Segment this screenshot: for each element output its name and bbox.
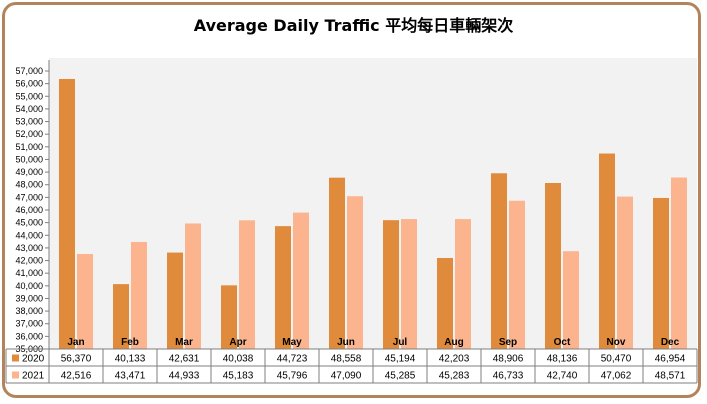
bar-2021-feb: [131, 241, 147, 349]
bar-2021-jun: [347, 196, 363, 349]
bar-2020-dec: [653, 197, 669, 349]
data-label-2020-jan: 56,370: [61, 354, 92, 365]
bar-2021-nov: [617, 196, 633, 349]
x-category-label: May: [282, 337, 302, 348]
data-label-2020-nov: 50,470: [601, 354, 632, 365]
y-tick-label: 47,000: [15, 192, 43, 202]
data-label-2021-nov: 47,062: [601, 371, 632, 382]
data-label-2020-oct: 48,136: [547, 354, 578, 365]
y-tick-label: 56,000: [15, 79, 43, 89]
bar-2021-sep: [509, 200, 525, 349]
bar-2021-dec: [671, 177, 687, 349]
data-label-2021-jul: 45,285: [385, 371, 416, 382]
legend-key-2021: [12, 371, 19, 379]
x-category-label: Aug: [444, 337, 463, 348]
data-label-2021-apr: 45,183: [223, 371, 254, 382]
data-label-2021-dec: 48,571: [655, 371, 686, 382]
bar-2021-mar: [185, 223, 201, 349]
bar-2020-jul: [383, 220, 399, 349]
data-label-2021-jan: 42,516: [61, 371, 92, 382]
data-label-2021-oct: 42,740: [547, 371, 578, 382]
y-tick-label: 39,000: [15, 293, 43, 303]
y-tick-label: 36,000: [15, 331, 43, 341]
legend-label-2020: 2020: [22, 354, 45, 365]
x-category-label: Nov: [607, 337, 626, 348]
bar-2020-feb: [113, 284, 129, 349]
legend-key-2020: [12, 354, 19, 362]
data-label-2020-may: 44,723: [277, 354, 308, 365]
x-category-label: Sep: [499, 337, 517, 348]
plot-area-background: [49, 58, 697, 349]
y-tick-label: 49,000: [15, 167, 43, 177]
bar-2021-apr: [239, 220, 255, 349]
bar-2020-jan: [59, 78, 75, 349]
data-label-2020-jun: 48,558: [331, 354, 362, 365]
y-tick-label: 45,000: [15, 218, 43, 228]
y-tick-label: 52,000: [15, 129, 43, 139]
bar-2021-aug: [455, 219, 471, 349]
x-category-label: Oct: [554, 337, 571, 348]
bar-2020-may: [275, 226, 291, 349]
bar-2021-jul: [401, 219, 417, 349]
bar-2021-jan: [77, 254, 93, 349]
bar-2020-sep: [491, 173, 507, 349]
y-tick-label: 40,000: [15, 281, 43, 291]
y-tick-label: 50,000: [15, 154, 43, 164]
y-tick-label: 37,000: [15, 319, 43, 329]
bar-2020-apr: [221, 285, 237, 349]
y-tick-label: 57,000: [15, 66, 43, 76]
bar-2020-aug: [437, 257, 453, 349]
y-tick-label: 41,000: [15, 268, 43, 278]
data-label-2020-aug: 42,203: [439, 354, 470, 365]
y-tick-label: 38,000: [15, 306, 43, 316]
legend-label-2021: 2021: [22, 371, 45, 382]
data-label-2021-sep: 46,733: [493, 371, 524, 382]
y-tick-label: 51,000: [15, 142, 43, 152]
x-category-label: Jul: [393, 337, 408, 348]
x-category-label: Jun: [337, 337, 355, 348]
y-tick-label: 53,000: [15, 117, 43, 127]
x-category-label: Jan: [67, 337, 84, 348]
data-label-2021-feb: 43,471: [115, 371, 146, 382]
y-tick-label: 46,000: [15, 205, 43, 215]
y-tick-label: 48,000: [15, 180, 43, 190]
y-tick-label: 43,000: [15, 243, 43, 253]
x-category-label: Apr: [229, 337, 246, 348]
x-category-label: Feb: [121, 337, 139, 348]
data-label-2020-apr: 40,038: [223, 354, 254, 365]
y-tick-label: 44,000: [15, 230, 43, 240]
y-tick-label: 55,000: [15, 91, 43, 101]
data-label-2021-jun: 47,090: [331, 371, 362, 382]
bar-2020-oct: [545, 183, 561, 349]
bar-2020-mar: [167, 252, 183, 349]
chart-title: Average Daily Traffic 平均每日車輛架次: [193, 16, 514, 35]
y-tick-label: 42,000: [15, 256, 43, 266]
x-category-label: Dec: [661, 337, 680, 348]
data-label-2020-jul: 45,194: [385, 354, 416, 365]
data-label-2021-may: 45,796: [277, 371, 308, 382]
data-label-2020-sep: 48,906: [493, 354, 524, 365]
bar-2020-jun: [329, 177, 345, 349]
bar-2021-oct: [563, 251, 579, 349]
data-label-2020-mar: 42,631: [169, 354, 200, 365]
data-label-2021-aug: 45,283: [439, 371, 470, 382]
x-category-label: Mar: [175, 337, 193, 348]
bar-2021-may: [293, 212, 309, 349]
data-label-2021-mar: 44,933: [169, 371, 200, 382]
bar-2020-nov: [599, 153, 615, 349]
data-label-2020-feb: 40,133: [115, 354, 146, 365]
data-label-2020-dec: 46,954: [655, 354, 686, 365]
y-tick-label: 54,000: [15, 104, 43, 114]
